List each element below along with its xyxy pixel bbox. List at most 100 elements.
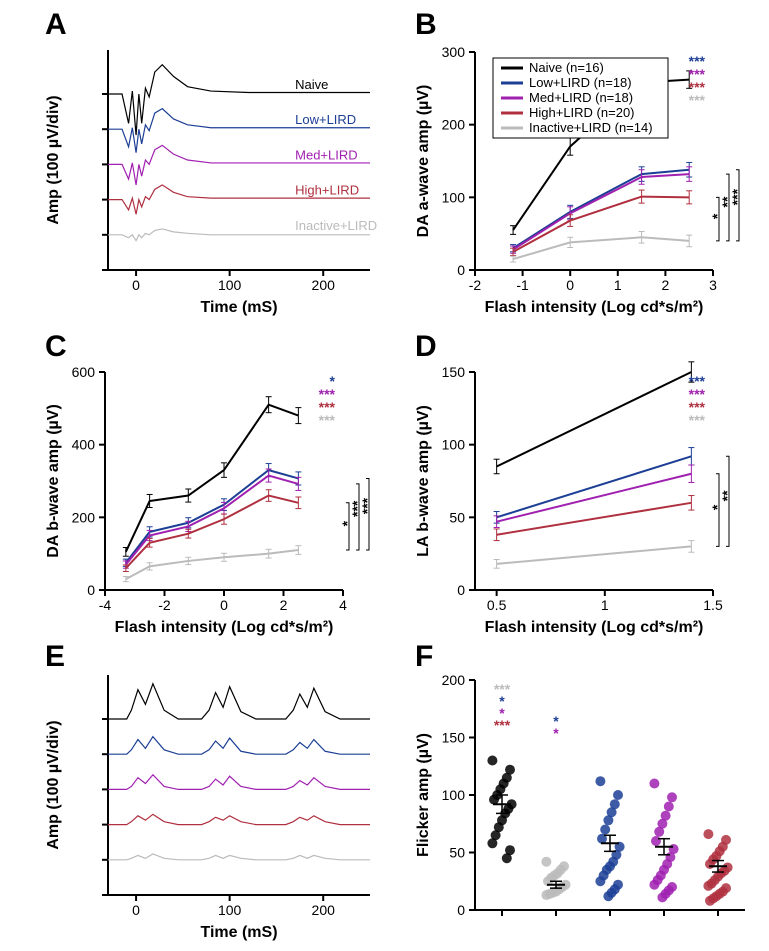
svg-text:0: 0 [457,262,465,278]
svg-text:1: 1 [614,277,622,293]
series-inactive [513,237,689,259]
svg-text:150: 150 [442,364,466,380]
point-med [651,836,661,846]
svg-text:0: 0 [132,277,140,293]
svg-text:1: 1 [601,597,609,613]
point-high [703,881,713,891]
svg-text:1.5: 1.5 [703,597,723,613]
ylabel: Amp (100 µV/div) [45,95,62,224]
point-med [667,792,677,802]
sigF-inactive-med: * [553,725,559,741]
panel-label-A: A [45,8,67,42]
svg-text:200: 200 [312,277,336,293]
point-naive [487,838,497,848]
sig-inactive-high: * [339,520,355,526]
panel-A-chart: 0100200NaiveLow+LIRDMed+LIRDHigh+LIRDIna… [40,40,380,320]
svg-text:200: 200 [72,509,96,525]
sig-naive-inactive: *** [689,92,706,108]
svg-text:-1: -1 [516,277,529,293]
series-low [126,470,299,563]
legend-label-naive: Naive (n=16) [529,60,604,75]
point-low [595,776,605,786]
svg-text:4: 4 [339,597,347,613]
svg-text:400: 400 [72,437,96,453]
svg-text:200: 200 [312,902,336,918]
ylabel: DA a-wave amp (µV) [415,85,432,238]
sig-naive-inactive: *** [689,412,706,428]
xlabel: Flash intensity (Log cd*s/m²) [485,299,704,316]
sig-inactive-low: ** [719,490,735,501]
xlabel: Flash intensity (Log cd*s/m²) [115,619,334,636]
svg-text:0: 0 [220,597,228,613]
point-low [600,825,610,835]
svg-text:200: 200 [442,117,466,133]
point-med [657,892,667,902]
sig-inactive-low: *** [729,188,745,205]
svg-text:100: 100 [442,437,466,453]
point-low [603,815,613,825]
sig-inactive-low: *** [359,497,375,514]
point-naive [487,756,497,766]
svg-text:150: 150 [442,730,466,746]
svg-text:0: 0 [457,902,465,918]
panel-B-chart: -2-101230100200300******************Flas… [410,40,755,320]
svg-text:3: 3 [709,277,717,293]
ylabel: DA b-wave amp (µV) [45,404,62,558]
trace-label-low: Low+LIRD [295,112,356,127]
point-low [595,876,605,886]
svg-text:0: 0 [457,582,465,598]
xlabel: Flash intensity (Log cd*s/m²) [485,619,704,636]
trace-low [108,737,370,755]
series-med [126,476,299,565]
trace-label-naive: Naive [295,77,328,92]
panel-F-chart: 050100150200**********Flicker amp (µV) [410,665,755,945]
point-med [664,802,674,812]
panel-label-B: B [415,8,437,42]
sig-inactive-med: * [709,504,725,510]
svg-text:50: 50 [449,845,465,861]
point-med [649,779,659,789]
ylabel: LA b-wave amp (µV) [415,405,432,557]
series-inactive [497,546,692,563]
legend-label-low: Low+LIRD (n=18) [529,75,632,90]
sig-inactive-high: * [709,213,725,219]
point-naive [489,795,499,805]
point-naive [502,853,512,863]
svg-text:100: 100 [442,787,466,803]
sigF-naive-high: *** [494,717,511,733]
panel-C-chart: -4-20240200400600*****************Flash … [40,360,385,640]
series-med [497,474,692,522]
svg-text:2: 2 [280,597,288,613]
svg-text:2: 2 [662,277,670,293]
point-low [613,790,623,800]
point-high [705,896,715,906]
svg-text:0.5: 0.5 [487,597,507,613]
sig-naive-inactive: *** [319,412,336,428]
point-low [603,891,613,901]
ylabel: Amp (100 µV/div) [45,720,62,849]
svg-text:0: 0 [87,582,95,598]
xlabel: Time (mS) [200,924,277,941]
svg-text:0: 0 [132,902,140,918]
point-inactive [541,857,551,867]
series-naive [126,405,299,552]
point-med [654,827,664,837]
point-med [649,880,659,890]
series-high [513,197,689,252]
panel-D-chart: 0.511.5050100150***************Flash int… [410,360,755,640]
svg-text:50: 50 [449,509,465,525]
trace-inactive [108,854,370,860]
trace-label-med: Med+LIRD [295,147,358,162]
panel-label-C: C [45,330,67,364]
svg-text:600: 600 [72,364,96,380]
svg-text:-4: -4 [99,597,112,613]
legend-label-med: Med+LIRD (n=18) [529,90,633,105]
svg-text:300: 300 [442,44,466,60]
point-high [703,829,713,839]
svg-text:100: 100 [218,277,242,293]
svg-text:0: 0 [566,277,574,293]
point-inactive [541,890,551,900]
trace-label-high: High+LIRD [295,183,359,198]
panel-E-chart: 0100200Time (mS)Amp (100 µV/div) [40,665,380,945]
legend-label-inactive: Inactive+LIRD (n=14) [529,120,653,135]
